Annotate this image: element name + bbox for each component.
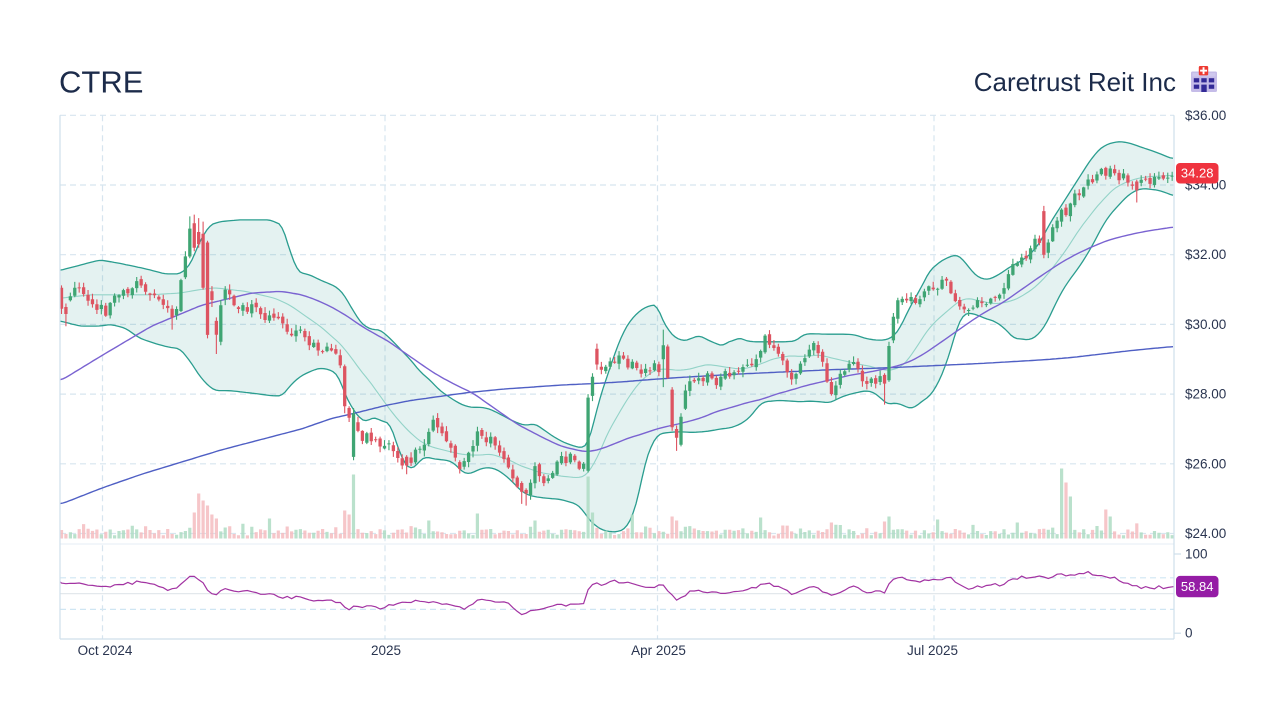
svg-text:Oct 2024: Oct 2024 bbox=[78, 643, 133, 658]
svg-text:Apr 2025: Apr 2025 bbox=[631, 643, 686, 658]
svg-text:$28.00: $28.00 bbox=[1185, 387, 1226, 402]
svg-text:$26.00: $26.00 bbox=[1185, 456, 1226, 471]
svg-text:34.28: 34.28 bbox=[1181, 166, 1214, 181]
svg-text:0: 0 bbox=[1185, 626, 1193, 641]
svg-text:2025: 2025 bbox=[371, 643, 401, 658]
svg-text:CTRE: CTRE bbox=[59, 65, 143, 100]
svg-text:$36.00: $36.00 bbox=[1185, 108, 1226, 123]
svg-text:$32.00: $32.00 bbox=[1185, 247, 1226, 262]
svg-text:100: 100 bbox=[1185, 547, 1208, 562]
svg-text:58.84: 58.84 bbox=[1181, 579, 1214, 594]
svg-text:$30.00: $30.00 bbox=[1185, 317, 1226, 332]
svg-text:$24.00: $24.00 bbox=[1185, 526, 1226, 541]
svg-text:Caretrust Reit Inc: Caretrust Reit Inc bbox=[974, 67, 1176, 97]
svg-text:Jul 2025: Jul 2025 bbox=[907, 643, 958, 658]
